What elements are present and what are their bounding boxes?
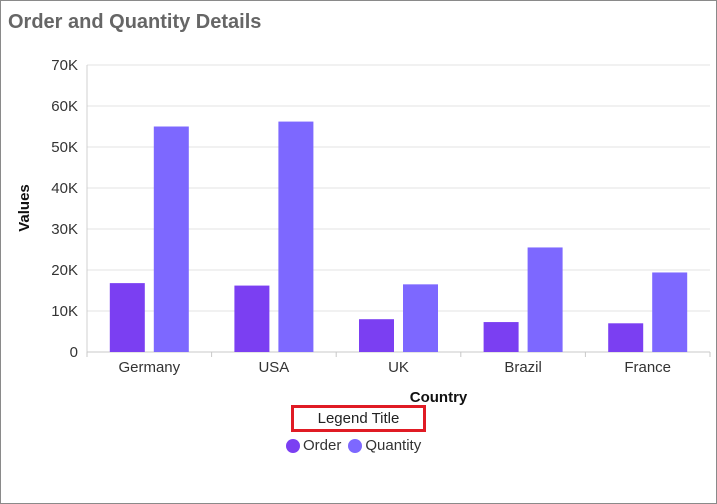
- y-tick-label: 20K: [51, 262, 78, 279]
- bar-order-uk: [359, 319, 394, 352]
- legend: Order Quantity: [286, 437, 421, 454]
- x-tick-label: USA: [258, 359, 289, 376]
- bar-quantity-germany: [153, 126, 189, 352]
- bar-quantity-usa: [278, 121, 314, 352]
- bar-quantity-brazil: [527, 247, 563, 352]
- bar-quantity-france: [652, 272, 688, 352]
- x-tick-label: UK: [388, 359, 409, 376]
- legend-marker-order: [286, 438, 300, 453]
- x-tick-label: Germany: [118, 359, 180, 376]
- y-tick-label: 50K: [51, 139, 78, 156]
- legend-label-quantity: Quantity: [365, 437, 422, 454]
- y-tick-label: 70K: [51, 57, 78, 74]
- legend-marker-quantity: [348, 438, 363, 453]
- x-axis-title: Country: [410, 389, 468, 406]
- legend-label-order: Order: [303, 437, 342, 454]
- y-tick-label: 30K: [51, 221, 78, 238]
- x-tick-label: Brazil: [504, 359, 542, 376]
- legend-title: Legend Title: [291, 405, 426, 432]
- bar-order-germany: [109, 283, 145, 352]
- bar-quantity-uk: [403, 284, 438, 352]
- chart-title: Order and Quantity Details: [8, 11, 262, 33]
- bar-order-brazil: [483, 322, 519, 352]
- legend-item-order[interactable]: Order: [286, 437, 341, 454]
- y-tick-label: 0: [70, 344, 78, 361]
- y-tick-label: 60K: [51, 98, 78, 115]
- x-tick-label: France: [624, 359, 671, 376]
- bar-order-france: [608, 323, 644, 352]
- y-tick-label: 10K: [51, 303, 78, 320]
- legend-item-quantity[interactable]: Quantity: [348, 437, 421, 454]
- y-tick-label: 40K: [51, 180, 78, 197]
- y-axis-title: Values: [16, 184, 33, 232]
- bar-order-usa: [234, 285, 270, 352]
